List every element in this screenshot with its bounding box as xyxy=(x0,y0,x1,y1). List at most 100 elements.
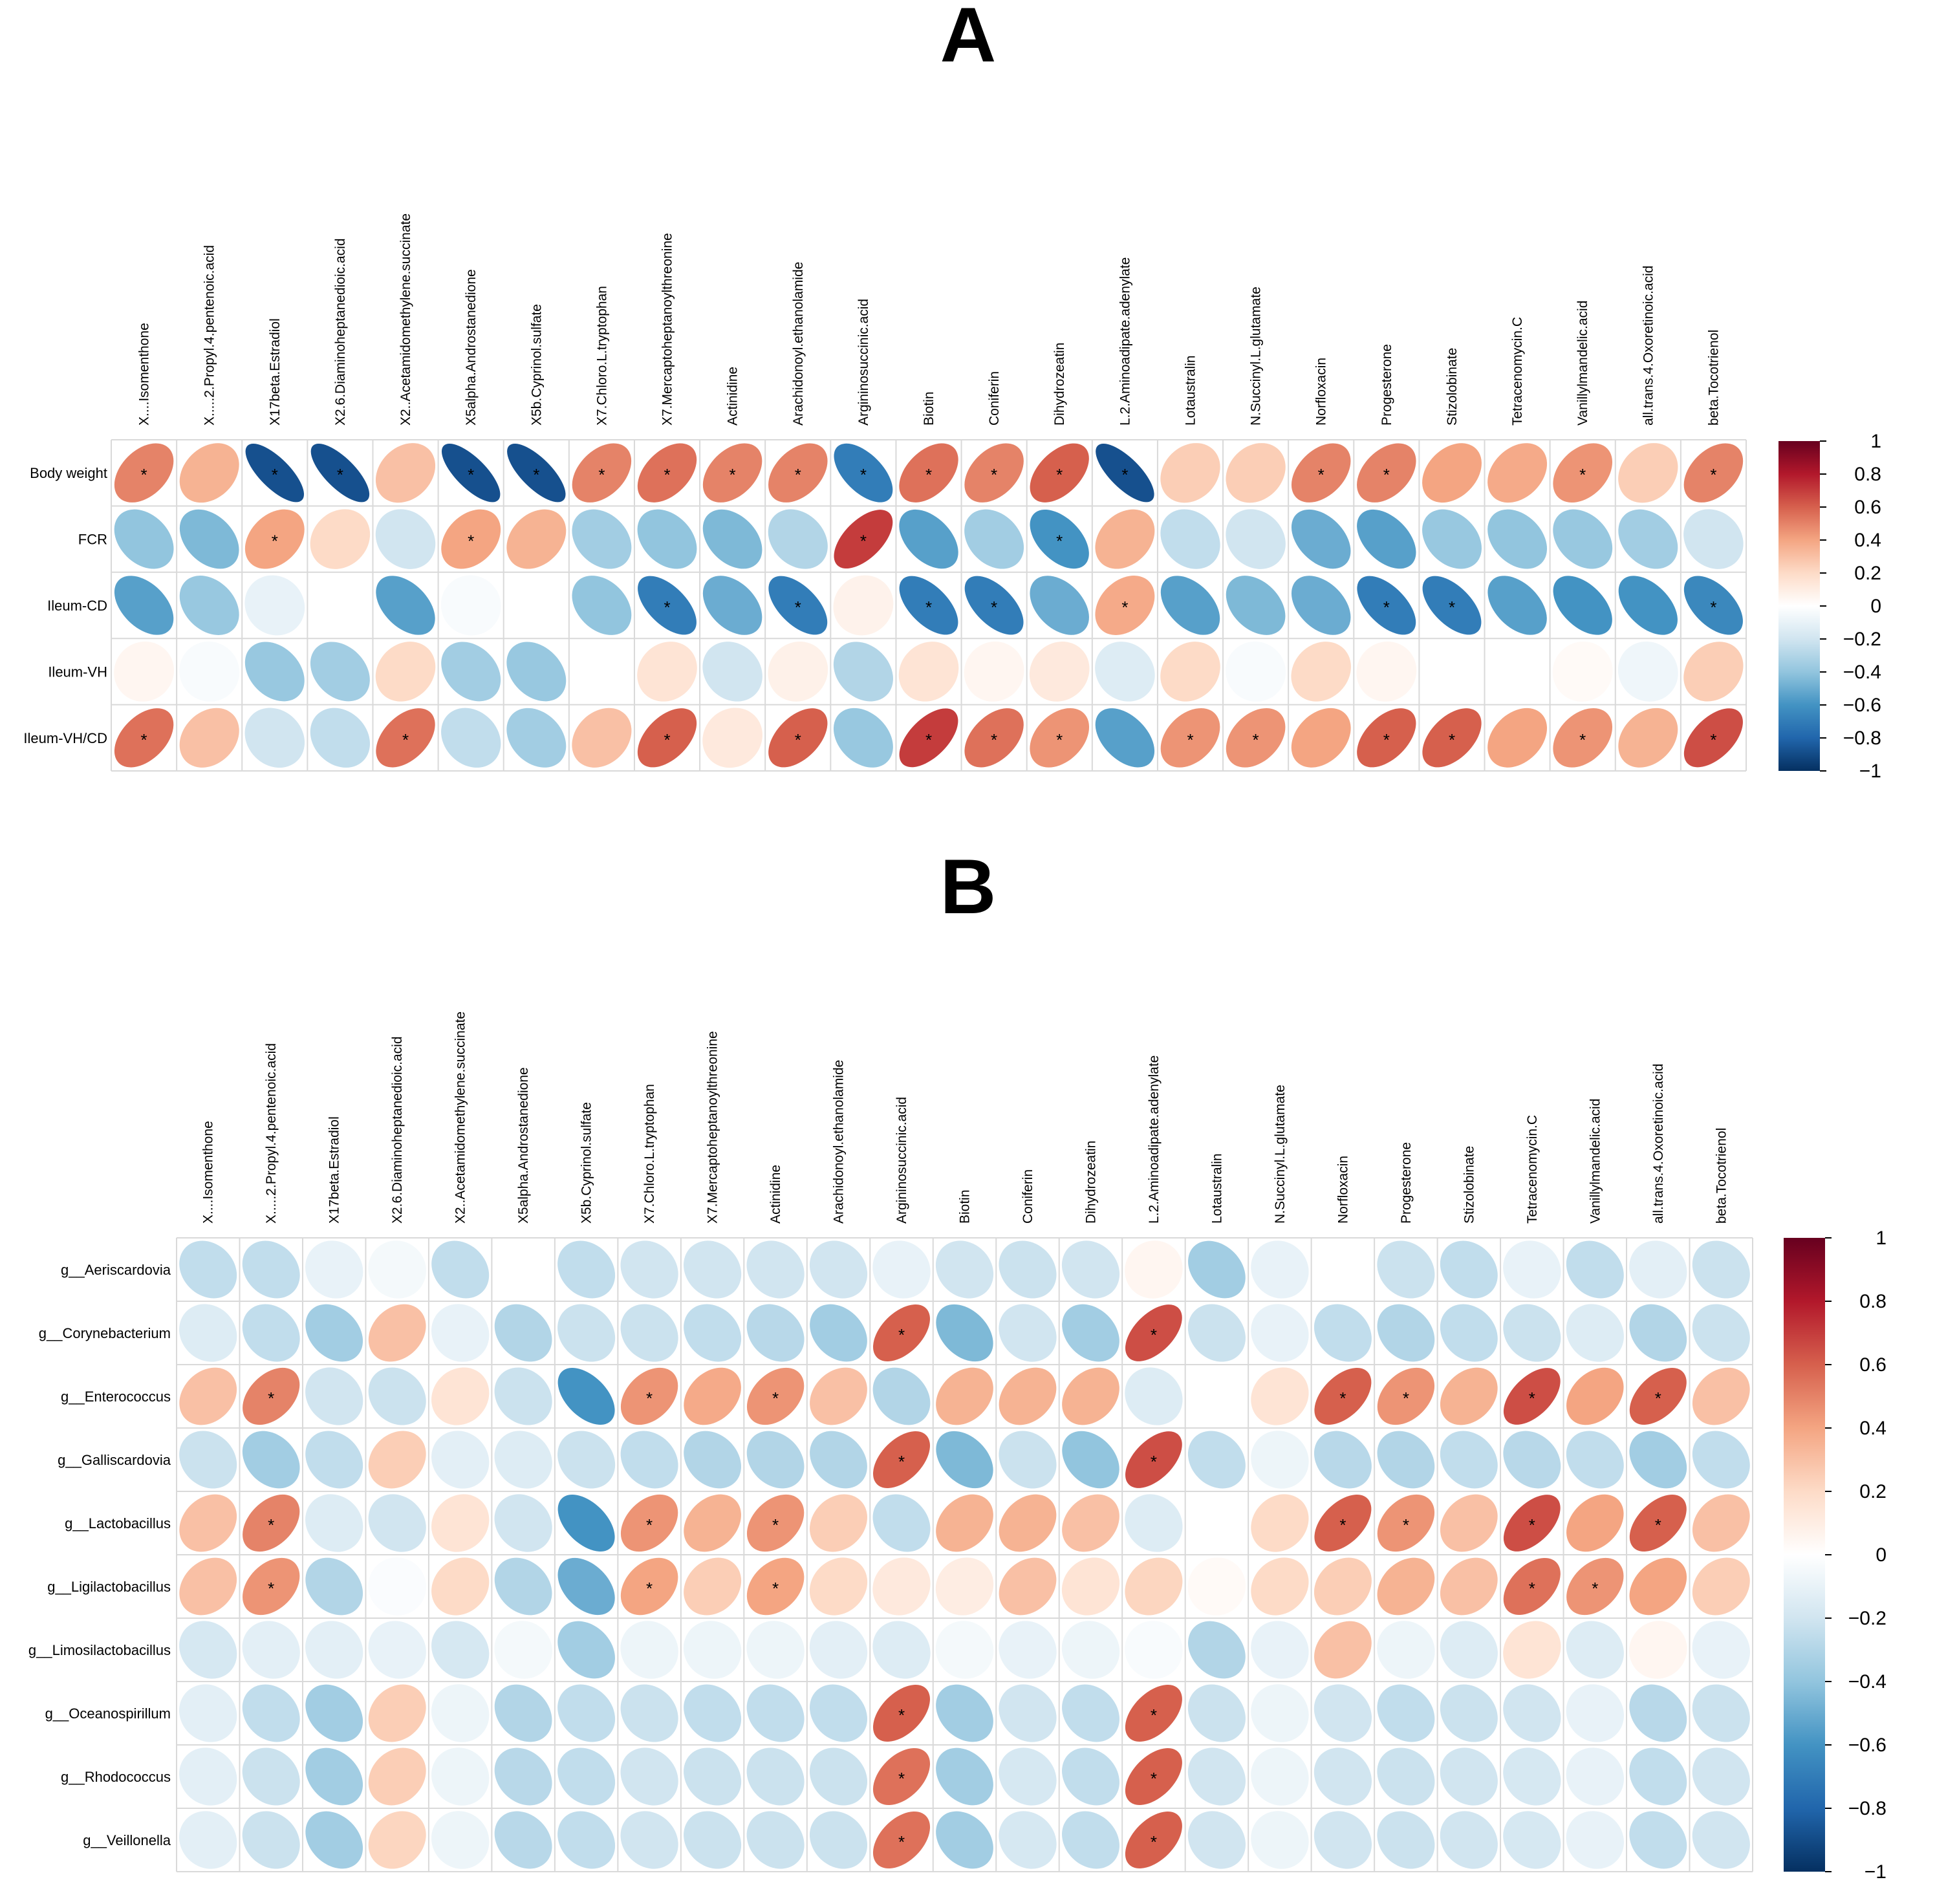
colorbar-tick-label: −0.4 xyxy=(1843,662,1881,683)
ellipse-mark xyxy=(375,443,436,503)
ellipse-mark xyxy=(431,1811,490,1869)
ellipse-mark xyxy=(620,1494,678,1552)
col-label-x2-6-diaminoheptanedioic-acid: X2.6.Diaminoheptanedioic.acid xyxy=(390,1036,405,1224)
ellipse-mark xyxy=(1377,1621,1435,1679)
ellipse-mark xyxy=(244,509,305,569)
ellipse-mark xyxy=(999,1684,1057,1742)
col-label-coniferin: Coniferin xyxy=(987,371,1002,426)
significance-star: * xyxy=(1151,1769,1157,1788)
ellipse-mark xyxy=(1422,443,1482,503)
ellipse-mark xyxy=(114,641,175,702)
ellipse-mark xyxy=(1377,1811,1435,1869)
colorbar-tick-label: 0.4 xyxy=(1854,530,1881,551)
ellipse-mark xyxy=(1356,641,1417,702)
ellipse-mark xyxy=(637,509,697,569)
col-label-x7-mercaptoheptanoylthreonine: X7.Mercaptoheptanoylthreonine xyxy=(660,233,675,426)
col-label-x-2-propyl-4-pentenoic-acid: X.....2.Propyl.4.pentenoic.acid xyxy=(202,245,217,426)
ellipse-mark xyxy=(935,1240,994,1299)
ellipse-mark xyxy=(1553,443,1613,503)
ellipse-mark xyxy=(1487,708,1548,768)
ellipse-mark xyxy=(620,1431,678,1489)
ellipse-mark xyxy=(1629,1495,1687,1552)
significance-star: * xyxy=(1056,730,1063,750)
col-label-actinidine: Actinidine xyxy=(726,367,741,426)
ellipse-mark xyxy=(1291,443,1351,503)
ellipse-mark xyxy=(431,1747,490,1806)
ellipse-mark xyxy=(305,1747,363,1806)
ellipse-mark xyxy=(1291,642,1351,702)
ellipse-mark xyxy=(999,1621,1057,1679)
ellipse-mark xyxy=(1187,1747,1246,1806)
col-label-dihydrozeatin: Dihydrozeatin xyxy=(1084,1141,1099,1224)
significance-star: * xyxy=(1056,532,1063,551)
panel-label: A xyxy=(940,0,997,78)
significance-star: * xyxy=(1151,1832,1157,1852)
ellipse-mark xyxy=(809,1747,868,1806)
ellipse-mark xyxy=(1188,1621,1246,1679)
ellipse-mark xyxy=(114,509,174,569)
col-label-l-2-aminoadipate-adenylate: L.2.Aminoadipate.adenylate xyxy=(1118,257,1132,426)
ellipse-mark xyxy=(494,1621,552,1679)
ellipse-mark xyxy=(494,1367,552,1425)
ellipse-mark xyxy=(1125,1240,1183,1299)
ellipse-mark xyxy=(179,641,240,702)
ellipse-mark xyxy=(620,1367,678,1425)
ellipse-mark xyxy=(1553,708,1613,768)
col-label-x2-6-diaminoheptanedioic-acid: X2.6.Diaminoheptanedioic.acid xyxy=(333,238,348,426)
ellipse-mark xyxy=(305,1431,363,1489)
ellipse-mark xyxy=(746,1240,805,1299)
significance-star: * xyxy=(1121,465,1128,484)
significance-star: * xyxy=(1710,598,1716,617)
row-label-g-veillonella: g__Veillonella xyxy=(83,1832,171,1848)
ellipse-mark xyxy=(1692,1621,1750,1679)
panel-b: B X....Isomenthone X.....2.Propyl.4.penten… xyxy=(28,843,1887,1883)
ellipse-mark xyxy=(572,708,632,768)
significance-star: * xyxy=(795,598,801,617)
significance-star: * xyxy=(646,1579,653,1598)
ellipse-mark xyxy=(557,1368,615,1425)
significance-star: * xyxy=(772,1579,779,1598)
ellipse-mark xyxy=(872,1747,931,1806)
ellipse-mark xyxy=(746,1367,805,1425)
ellipse-mark xyxy=(1030,509,1089,569)
ellipse-mark xyxy=(376,576,435,635)
ellipse-mark xyxy=(179,1747,237,1806)
ellipse-mark xyxy=(179,576,239,635)
ellipse-mark xyxy=(936,1684,993,1742)
row-label-g-limosilactobacillus: g__Limosilactobacillus xyxy=(28,1642,171,1658)
ellipse-mark xyxy=(899,443,958,503)
ellipse-mark xyxy=(506,708,567,768)
col-label-stizolobinate: Stizolobinate xyxy=(1462,1146,1476,1224)
colorbar xyxy=(1784,1238,1825,1872)
col-label-x5alpha-androstanedione: X5alpha.Androstanedione xyxy=(464,269,479,426)
significance-star: * xyxy=(1655,1389,1661,1408)
ellipse-mark xyxy=(1095,708,1155,768)
ellipse-mark xyxy=(1692,1684,1750,1742)
colorbar-tick-label: 0.6 xyxy=(1854,497,1881,518)
ellipse-mark xyxy=(557,1431,616,1489)
ellipse-mark xyxy=(114,708,174,768)
ellipse-mark xyxy=(1692,1811,1750,1869)
ellipse-mark xyxy=(1692,1240,1750,1299)
ellipse-mark xyxy=(1226,509,1286,569)
ellipse-mark xyxy=(1440,1747,1498,1806)
col-label-argininosuccinic-acid: Argininosuccinic.acid xyxy=(856,299,871,426)
significance-star: * xyxy=(272,532,278,551)
ellipse-mark xyxy=(305,1494,363,1552)
ellipse-mark xyxy=(431,1557,490,1616)
ellipse-mark xyxy=(1160,708,1220,768)
ellipse-mark xyxy=(620,1684,678,1742)
ellipse-mark xyxy=(936,1431,993,1489)
ellipse-mark xyxy=(999,1431,1057,1489)
significance-star: * xyxy=(664,465,670,484)
ellipse-mark xyxy=(936,1367,993,1425)
ellipse-mark xyxy=(1377,1747,1435,1806)
significance-star: * xyxy=(1056,465,1063,484)
significance-star: * xyxy=(1579,465,1586,484)
ellipse-mark xyxy=(1096,443,1154,503)
ellipse-mark xyxy=(1683,708,1743,768)
ellipse-mark xyxy=(310,443,370,503)
ellipse-mark xyxy=(999,1240,1057,1299)
significance-star: * xyxy=(468,465,474,484)
ellipse-mark xyxy=(936,1304,993,1362)
